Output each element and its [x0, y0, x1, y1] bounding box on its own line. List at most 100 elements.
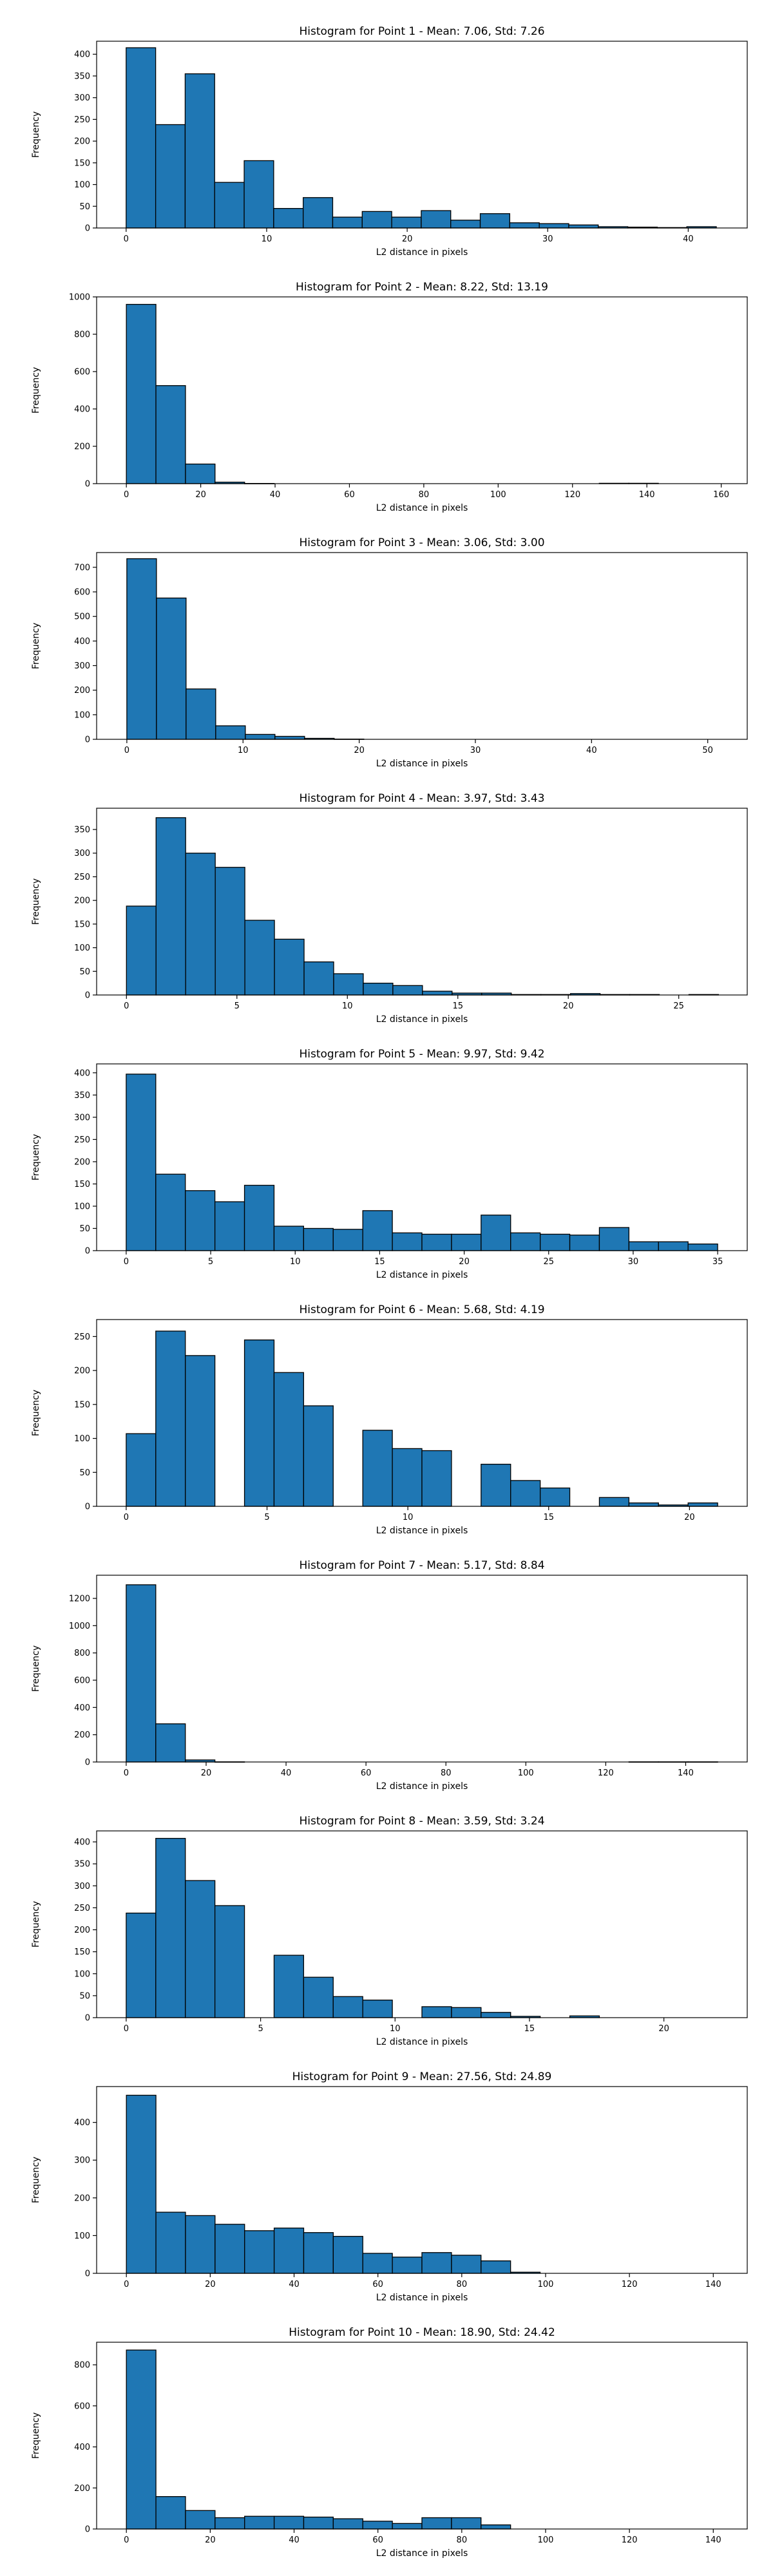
plot-frame	[96, 1575, 748, 1763]
histogram-bar	[126, 2349, 157, 2530]
x-tick-label: 30	[628, 1257, 639, 1267]
y-tick-label: 800	[74, 2361, 90, 2371]
y-tick-label: 250	[74, 115, 90, 125]
y-tick-label: 300	[74, 849, 90, 858]
x-tick-label: 140	[705, 2280, 721, 2289]
histogram-bar	[421, 2006, 452, 2018]
plot-frame	[96, 2086, 748, 2274]
x-tick-label: 0	[124, 234, 129, 244]
x-axis-label: L2 distance in pixels	[376, 1781, 468, 1792]
x-tick-label: 10	[290, 1257, 301, 1267]
y-axis-label: Frequency	[31, 878, 41, 925]
y-tick-label: 1200	[69, 1594, 90, 1604]
histogram-bar	[273, 2515, 305, 2530]
chart-title: Histogram for Point 10 - Mean: 18.90, St…	[289, 2326, 555, 2339]
y-axis-label: Frequency	[31, 2157, 41, 2203]
plot-frame	[96, 1063, 748, 1251]
y-tick-label: 0	[85, 991, 90, 1001]
x-tick-label: 140	[705, 2535, 721, 2545]
plot-frame	[96, 2342, 748, 2530]
y-tick-label: 0	[85, 2525, 90, 2535]
histogram-panel-8: Histogram for Point 8 - Mean: 3.59, Std:…	[31, 1815, 748, 2047]
histogram-panel-2: Histogram for Point 2 - Mean: 8.22, Std:…	[31, 281, 748, 513]
x-tick-label: 120	[622, 2280, 638, 2289]
histogram-panel-9: Histogram for Point 9 - Mean: 27.56, Std…	[31, 2070, 748, 2303]
plot-frame	[96, 41, 748, 229]
y-tick-label: 100	[74, 943, 90, 953]
histogram-bar	[215, 2517, 245, 2530]
y-tick-label: 350	[74, 71, 90, 81]
chart-title: Histogram for Point 8 - Mean: 3.59, Std:…	[299, 1815, 544, 1828]
histogram-bar	[215, 725, 246, 740]
histogram-bar	[185, 1880, 216, 2018]
x-axis-label: L2 distance in pixels	[376, 2293, 468, 2303]
y-tick-label: 200	[74, 896, 90, 906]
histogram-bar	[362, 1210, 393, 1251]
plot-frame	[96, 1319, 748, 1507]
x-tick-label: 40	[586, 746, 597, 755]
x-tick-label: 0	[124, 2024, 129, 2034]
y-tick-label: 150	[74, 1947, 90, 1957]
x-tick-label: 50	[702, 746, 713, 755]
histogram-bar	[421, 1450, 452, 1507]
histogram-bar	[303, 2232, 334, 2274]
histogram-bar	[450, 220, 481, 229]
histogram-bar	[421, 1233, 452, 1251]
y-axis-label: Frequency	[31, 2412, 41, 2459]
histogram-bar	[539, 223, 569, 229]
x-tick-label: 0	[124, 2280, 129, 2289]
histogram-bar	[156, 597, 187, 740]
x-tick-label: 60	[372, 2280, 383, 2289]
y-tick-label: 200	[74, 442, 90, 452]
histogram-bar	[451, 2255, 482, 2274]
histogram-bar	[245, 734, 276, 740]
histogram-bar	[273, 208, 304, 229]
histogram-bar	[244, 2515, 275, 2530]
histogram-bar	[451, 2517, 482, 2530]
x-tick-label: 30	[470, 746, 481, 755]
plot-frame	[96, 808, 748, 996]
histogram-bar	[126, 1584, 157, 1763]
y-tick-label: 800	[74, 1649, 90, 1658]
x-axis-label: L2 distance in pixels	[376, 759, 468, 769]
x-tick-label: 80	[457, 2535, 468, 2545]
y-tick-label: 300	[74, 1113, 90, 1122]
histogram-bar	[184, 73, 215, 229]
histogram-bar	[273, 1372, 305, 1507]
x-tick-label: 5	[264, 1513, 269, 1522]
x-tick-label: 5	[234, 1001, 240, 1011]
histogram-bar	[243, 160, 274, 229]
x-tick-label: 20	[563, 1001, 574, 1011]
y-tick-label: 1000	[69, 293, 90, 303]
x-tick-label: 25	[673, 1001, 684, 1011]
x-tick-label: 80	[419, 490, 430, 500]
histogram-bar	[303, 1976, 334, 2018]
histogram-bar	[687, 1502, 718, 1507]
chart-title: Histogram for Point 2 - Mean: 8.22, Std:…	[296, 281, 548, 294]
x-axis-label: L2 distance in pixels	[376, 2548, 468, 2559]
y-axis-label: Frequency	[31, 1645, 41, 1692]
histogram-bar	[391, 216, 422, 229]
histogram-bar	[155, 2496, 186, 2530]
histogram-panel-3: Histogram for Point 3 - Mean: 3.06, Std:…	[31, 536, 748, 769]
y-tick-label: 200	[74, 1730, 90, 1740]
y-tick-label: 350	[74, 1091, 90, 1101]
histogram-bar	[126, 905, 157, 996]
y-tick-label: 0	[85, 735, 90, 745]
x-tick-label: 20	[201, 1768, 212, 1778]
histogram-bar	[332, 1229, 363, 1251]
histogram-bar	[126, 558, 157, 740]
histogram-bar	[155, 817, 186, 996]
x-axis-label: L2 distance in pixels	[376, 1270, 468, 1280]
histogram-bar	[185, 1355, 216, 1507]
x-tick-label: 0	[124, 1513, 129, 1522]
histogram-bar	[568, 224, 599, 229]
y-tick-label: 0	[85, 480, 90, 489]
histogram-bar	[658, 1241, 689, 1251]
x-tick-label: 140	[678, 1768, 694, 1778]
x-tick-label: 10	[403, 1513, 414, 1522]
histogram-bar	[481, 1215, 511, 1251]
y-tick-label: 0	[85, 1758, 90, 1768]
x-tick-label: 15	[374, 1257, 385, 1267]
y-tick-label: 600	[74, 588, 90, 598]
